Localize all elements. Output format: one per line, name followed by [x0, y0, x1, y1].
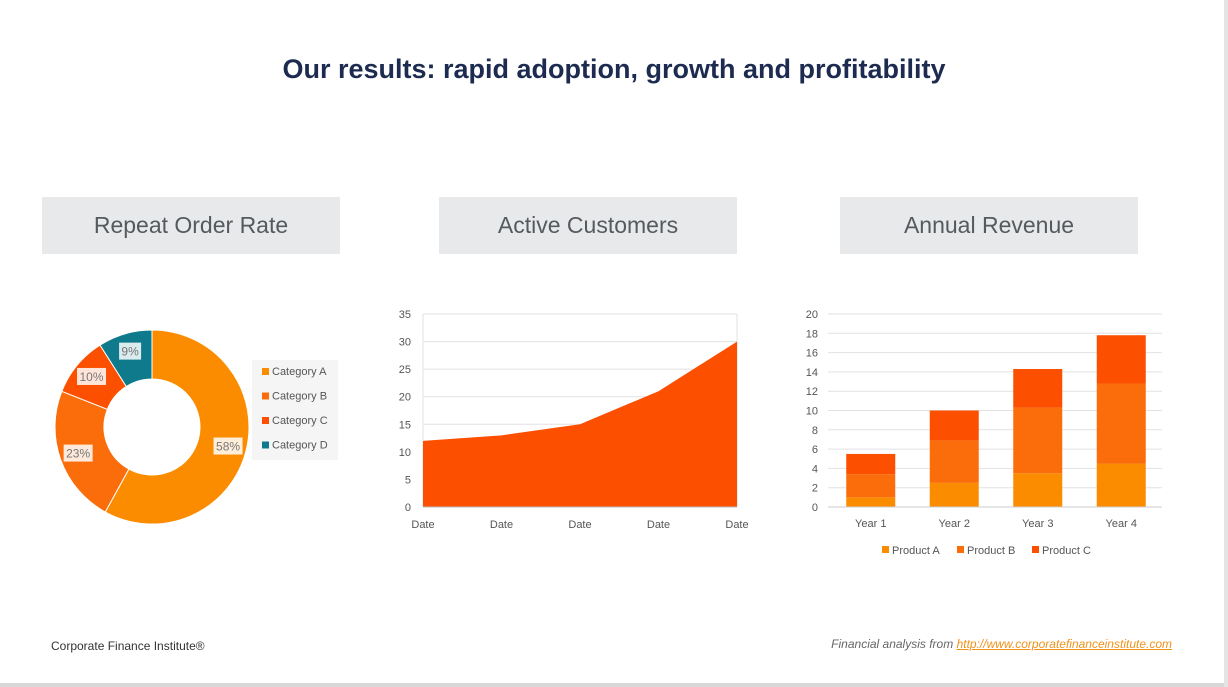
- area-y-tick-5: 25: [399, 364, 411, 376]
- donut-data-label-4: 9%: [121, 345, 139, 359]
- bar-4-product-a: [1096, 463, 1146, 507]
- footer-source-prefix: Financial analysis from: [831, 637, 957, 651]
- area-y-tick-1: 5: [405, 474, 411, 486]
- annual-revenue-header: Annual Revenue: [840, 197, 1138, 254]
- donut-slice-1: [104, 329, 250, 525]
- bar-y-tick-7: 14: [806, 367, 818, 379]
- active-customers-area-chart: 0 5 10 15 20 25 30 35 Date Date Date Date Date: [399, 309, 749, 531]
- annual-revenue-bar-chart: 0 2 4 6 8 10 12 14 16 18 20 Year 1 Year 2 Year 3 Year …: [806, 309, 1162, 557]
- area-x-tick-0: Date: [411, 519, 434, 531]
- bar-3-product-c: [1013, 369, 1063, 408]
- bar-y-tick-8: 16: [806, 348, 818, 360]
- donut-legend-label-3: Category C: [272, 415, 328, 427]
- repeat-order-rate-header: Repeat Order Rate: [42, 197, 340, 254]
- area-x-tick-2: Date: [568, 519, 591, 531]
- donut-data-label-2: 23%: [66, 447, 90, 461]
- donut-legend-label-4: Category D: [272, 440, 328, 452]
- bar-legend-label-2: Product B: [967, 545, 1015, 557]
- footer-brand: Corporate Finance Institute®: [51, 639, 205, 653]
- area-y-tick-2: 10: [399, 447, 411, 459]
- bar-y-tick-1: 2: [812, 483, 818, 495]
- area-x-tick-1: Date: [490, 519, 513, 531]
- bar-1-product-c: [846, 453, 896, 475]
- bar-legend-swatch-3: [1032, 546, 1039, 553]
- bar-4-product-c: [1096, 335, 1146, 384]
- bar-4-product-b: [1096, 383, 1146, 464]
- donut-label-bg-2: [63, 444, 93, 462]
- donut-label-bg-1: [213, 437, 243, 455]
- repeat-order-rate-donut-chart: 58% 23% 10% 9% Category A Category B Category …: [54, 329, 338, 525]
- bar-x-tick-3: Year 4: [1106, 518, 1137, 530]
- bar-1-product-b: [846, 474, 896, 498]
- donut-legend-swatch-4: [262, 441, 269, 449]
- right-border: [1224, 0, 1228, 687]
- active-customers-header: Active Customers: [439, 197, 737, 254]
- bar-2-product-a: [929, 482, 979, 507]
- bottom-border: [0, 683, 1228, 687]
- bar-legend-label-1: Product A: [892, 545, 940, 557]
- bar-2-product-b: [929, 440, 979, 483]
- bar-y-tick-0: 0: [812, 502, 818, 514]
- bar-x-tick-1: Year 2: [939, 518, 970, 530]
- bar-y-tick-4: 8: [812, 425, 818, 437]
- bar-y-tick-3: 6: [812, 444, 818, 456]
- bar-x-tick-0: Year 1: [855, 518, 886, 530]
- bar-2-product-c: [929, 410, 979, 441]
- donut-data-label-1: 58%: [216, 440, 240, 454]
- page-title: Our results: rapid adoption, growth and …: [282, 54, 946, 84]
- donut-legend-swatch-3: [262, 417, 269, 424]
- bar-legend-swatch-1: [882, 546, 889, 553]
- donut-data-label-3: 10%: [79, 370, 103, 384]
- area-y-tick-6: 30: [399, 337, 411, 349]
- donut-label-bg-3: [77, 367, 107, 385]
- donut-legend-label-2: Category B: [272, 391, 327, 403]
- bar-x-tick-2: Year 3: [1022, 518, 1053, 530]
- bar-y-tick-5: 10: [806, 406, 818, 418]
- area-y-tick-0: 0: [405, 502, 411, 514]
- bar-y-tick-9: 18: [806, 328, 818, 340]
- footer-source: Financial analysis from http://www.corpo…: [831, 637, 1172, 651]
- bar-3-product-a: [1013, 473, 1063, 507]
- area-y-tick-4: 20: [399, 392, 411, 404]
- bar-1-product-a: [846, 497, 896, 507]
- bar-y-tick-2: 4: [812, 463, 818, 475]
- area-x-tick-3: Date: [647, 519, 670, 531]
- area-x-tick-4: Date: [725, 519, 748, 531]
- bar-legend-swatch-2: [957, 546, 964, 553]
- area-y-tick-7: 35: [399, 309, 411, 321]
- bar-3-product-b: [1013, 407, 1063, 474]
- area-y-tick-3: 15: [399, 419, 411, 431]
- donut-legend-label-1: Category A: [272, 366, 327, 378]
- donut-legend-swatch-2: [262, 392, 269, 400]
- donut-label-bg-4: [119, 342, 142, 360]
- donut-legend-swatch-1: [262, 368, 269, 375]
- bar-legend-label-3: Product C: [1042, 545, 1091, 557]
- bar-y-tick-10: 20: [806, 309, 818, 321]
- bar-y-tick-6: 12: [806, 386, 818, 398]
- footer-source-link[interactable]: http://www.corporatefinanceinstitute.com: [956, 637, 1172, 651]
